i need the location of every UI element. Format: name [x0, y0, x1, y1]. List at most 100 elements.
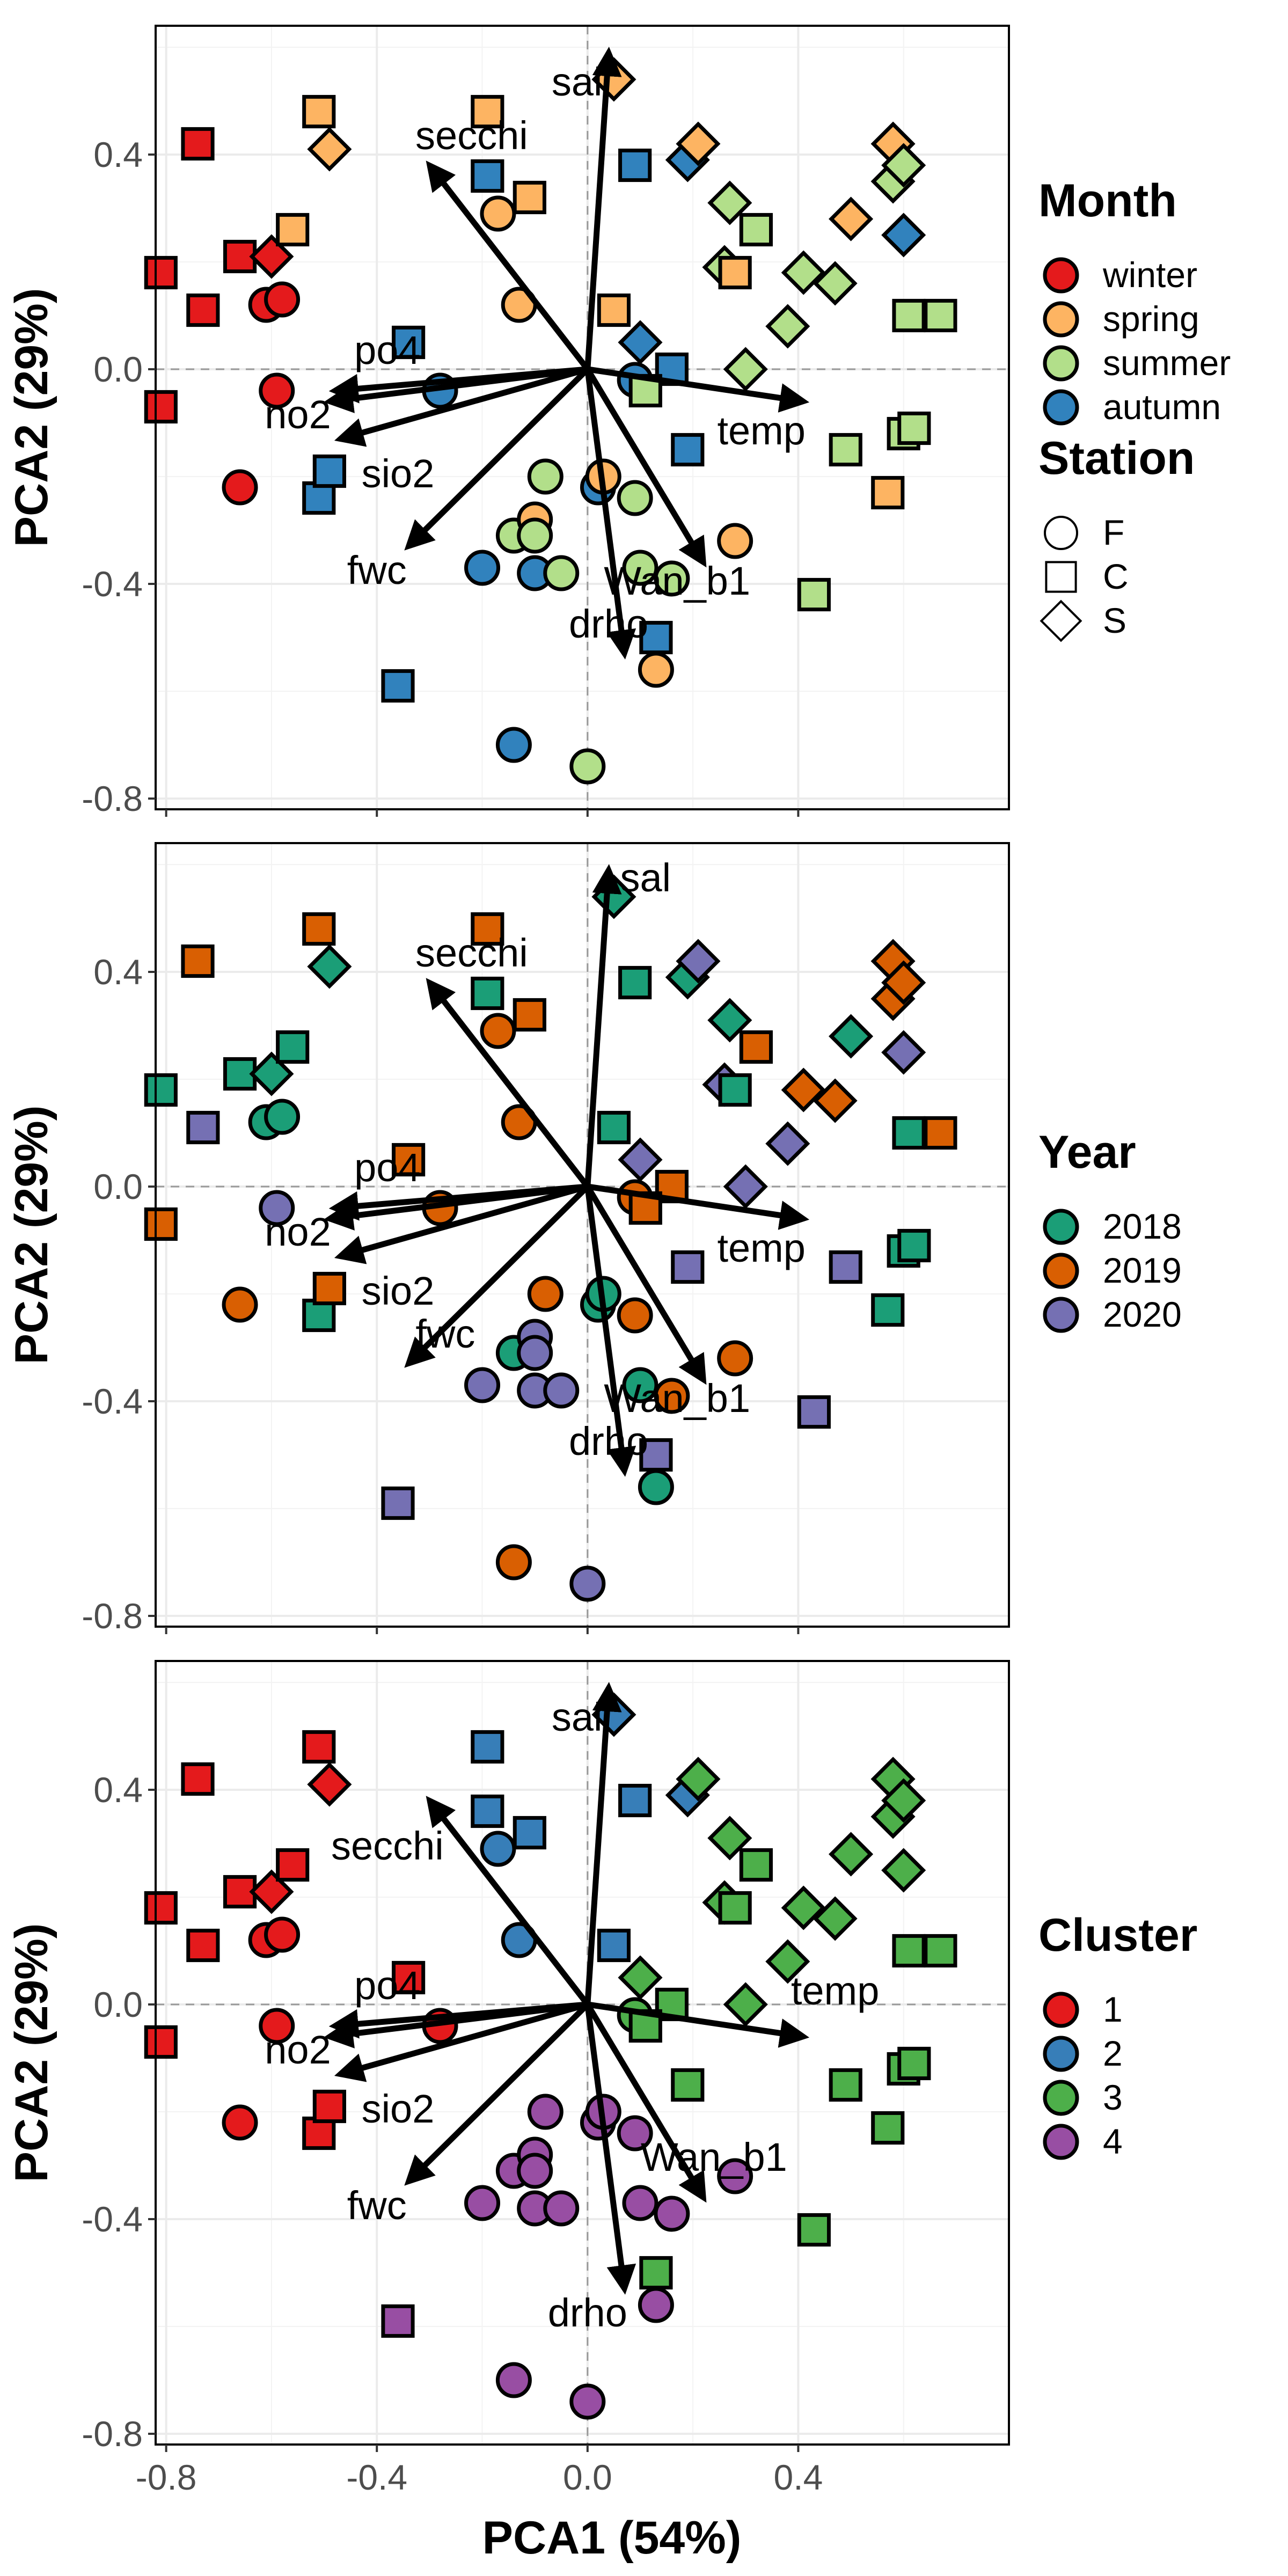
data-point	[222, 469, 258, 506]
data-point	[892, 1934, 926, 1968]
data-point	[881, 1778, 926, 1823]
y-axis-title: PCA2 (29%)	[6, 1106, 57, 1365]
data-point	[871, 475, 905, 510]
arrow-label-wan_b1: Wan_b1	[604, 1376, 750, 1421]
x-tick-label: -0.4	[346, 2457, 407, 2497]
data-point	[638, 652, 674, 688]
data-point	[513, 180, 546, 215]
loading-arrow-fwc	[404, 367, 590, 551]
data-point	[181, 944, 215, 978]
data-point	[924, 1116, 957, 1150]
data-point	[829, 1014, 874, 1059]
data-point	[513, 998, 546, 1032]
data-point	[781, 1067, 826, 1113]
x-axis-title: PCA1 (54%)	[482, 2512, 742, 2564]
data-point	[718, 1073, 752, 1107]
legend-label: summer	[1103, 343, 1231, 383]
loading-arrow-no2	[323, 1183, 588, 1231]
data-point	[739, 213, 773, 247]
legend-swatch	[1043, 1209, 1079, 1245]
data-point	[249, 1051, 294, 1096]
data-point	[144, 1207, 178, 1241]
legend-label: winter	[1102, 255, 1197, 295]
arrow-label-drho: drho	[548, 2290, 627, 2335]
y-tick-label: 0.4	[93, 1770, 143, 1810]
data-point	[259, 2008, 295, 2044]
data-point	[302, 2116, 336, 2150]
data-point	[517, 1335, 553, 1371]
data-point	[881, 213, 926, 258]
data-point	[527, 2094, 564, 2130]
data-point	[264, 1916, 301, 1953]
data-point	[249, 234, 294, 279]
arrow-label-no2: no2	[265, 392, 331, 437]
data-point	[871, 1293, 905, 1327]
data-point	[829, 1250, 862, 1284]
panel-border	[155, 842, 1010, 1628]
data-point	[181, 1762, 215, 1796]
data-point	[302, 1730, 336, 1764]
data-point	[617, 1297, 653, 1334]
loading-arrow-secchi	[426, 978, 590, 1189]
data-point	[259, 372, 295, 409]
legend-label: 4	[1103, 2121, 1123, 2161]
data-point	[480, 195, 516, 232]
arrow-label-wan_b1: Wan_b1	[641, 2135, 787, 2179]
y-tick-label: 0.0	[93, 349, 143, 389]
loading-arrow-fwc	[404, 1184, 590, 1368]
legend-shape-circle	[1044, 516, 1078, 550]
data-point	[622, 1367, 658, 1403]
data-point	[381, 2304, 415, 2338]
arrow-label-wan_b1: Wan_b1	[604, 559, 750, 603]
data-point	[259, 1190, 295, 1226]
data-point	[718, 1891, 752, 1925]
data-point	[618, 1783, 652, 1818]
data-point	[638, 2287, 674, 2323]
arrow-label-secchi: secchi	[415, 931, 528, 975]
arrow-label-fwc: fwc	[415, 1312, 475, 1356]
data-point	[527, 1276, 564, 1312]
arrow-label-temp: temp	[791, 1968, 880, 2013]
data-point	[881, 143, 926, 188]
data-point	[881, 1030, 926, 1075]
data-point	[707, 1816, 752, 1861]
data-point	[264, 281, 301, 318]
data-point	[671, 433, 705, 467]
data-point	[924, 298, 957, 333]
arrow-label-sio2: sio2	[362, 451, 435, 496]
data-point	[739, 1030, 773, 1064]
y-tick-label: -0.4	[82, 1381, 143, 1421]
data-point	[829, 196, 874, 241]
legend-label: F	[1103, 513, 1124, 552]
data-point	[676, 1757, 721, 1802]
data-point	[276, 1030, 310, 1064]
arrow-label-fwc: fwc	[347, 548, 407, 592]
data-point	[618, 1955, 663, 2000]
data-point	[222, 1286, 258, 1323]
arrow-label-po4: po4	[354, 1145, 420, 1190]
legend-label: spring	[1103, 299, 1199, 339]
data-point	[617, 480, 653, 516]
data-point	[312, 454, 346, 488]
legend-label: C	[1103, 557, 1129, 596]
data-point	[892, 298, 926, 333]
arrow-label-secchi: secchi	[331, 1824, 444, 1868]
data-point	[897, 1228, 931, 1263]
arrow-label-temp: temp	[717, 408, 806, 453]
loading-arrow-drho	[584, 1186, 636, 1477]
data-point	[671, 2068, 705, 2102]
data-point	[471, 94, 504, 129]
legend-shape-diamond	[1040, 599, 1082, 642]
data-point	[569, 748, 606, 785]
data-point	[276, 213, 310, 247]
loading-arrow-sio2	[334, 366, 589, 447]
legend-swatch	[1043, 2124, 1079, 2160]
data-point	[897, 2046, 931, 2081]
data-point	[543, 555, 580, 591]
data-point	[617, 2115, 653, 2151]
data-point	[517, 517, 553, 554]
legend-swatch	[1043, 2080, 1079, 2116]
x-tick-label: -0.8	[136, 2457, 197, 2497]
data-point	[723, 347, 768, 392]
